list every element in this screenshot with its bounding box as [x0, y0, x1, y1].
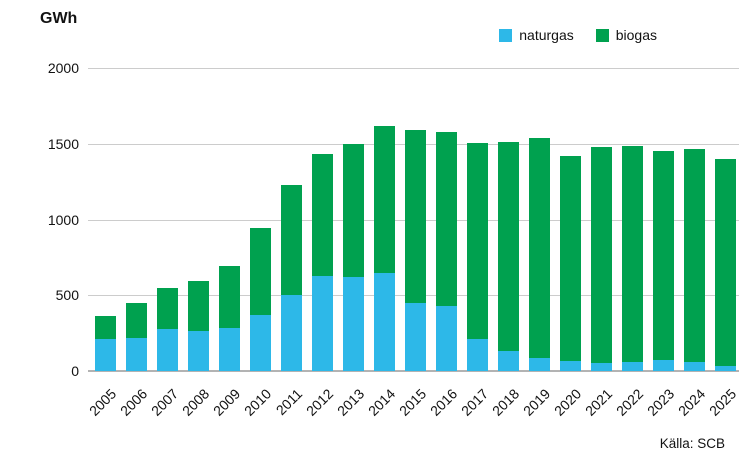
bar-segment-biogas-2024 [684, 149, 705, 362]
bar-segment-biogas-2005 [95, 315, 116, 340]
legend-label: biogas [615, 27, 657, 43]
bar-segment-naturgas-2016 [436, 305, 457, 371]
bar-segment-biogas-2013 [343, 143, 364, 278]
bar-segment-naturgas-2017 [467, 339, 488, 371]
bar-segment-naturgas-2009 [219, 327, 240, 371]
y-axis-tick-label: 1500 [47, 135, 79, 152]
bar-segment-biogas-2019 [529, 137, 550, 359]
bar-segment-naturgas-2013 [343, 277, 364, 371]
bar-segment-biogas-2014 [374, 125, 395, 274]
bar-segment-biogas-2021 [591, 146, 612, 363]
bar-segment-naturgas-2008 [188, 330, 209, 371]
y-axis-unit-label: GWh [40, 10, 78, 27]
bar-segment-biogas-2008 [188, 280, 209, 331]
legend-label: naturgas [519, 27, 574, 43]
bar-segment-naturgas-2011 [281, 294, 302, 371]
y-axis-tick-label: 500 [55, 287, 79, 304]
bar-segment-biogas-2020 [560, 155, 581, 362]
bar-segment-naturgas-2015 [405, 302, 426, 371]
legend-item-naturgas: naturgas [499, 27, 574, 43]
source-label: Källa: SCB [659, 436, 725, 451]
bar-segment-naturgas-2014 [374, 273, 395, 371]
bar-segment-biogas-2009 [219, 265, 240, 328]
bar-segment-biogas-2016 [436, 131, 457, 306]
plot-area [88, 68, 739, 372]
legend-swatch-naturgas [499, 28, 513, 42]
bar-segment-biogas-2007 [157, 287, 178, 330]
bar-segment-naturgas-2024 [684, 361, 705, 371]
bar-segment-naturgas-2010 [250, 314, 271, 371]
bar-segment-naturgas-2020 [560, 361, 581, 371]
gridline [88, 68, 739, 69]
bar-segment-naturgas-2022 [622, 361, 643, 371]
bar-segment-naturgas-2025 [715, 365, 736, 371]
bar-segment-naturgas-2021 [591, 362, 612, 371]
bar-segment-naturgas-2023 [653, 360, 674, 371]
y-axis-tick-label: 2000 [47, 60, 79, 76]
bar-segment-biogas-2012 [312, 153, 333, 277]
bar-segment-naturgas-2007 [157, 329, 178, 371]
bar-segment-naturgas-2005 [95, 339, 116, 371]
y-axis-tick-label: 1000 [47, 211, 79, 228]
bar-segment-biogas-2023 [653, 150, 674, 361]
legend-swatch-biogas [595, 28, 609, 42]
bar-segment-biogas-2006 [126, 302, 147, 338]
bar-segment-naturgas-2019 [529, 358, 550, 371]
bar-segment-naturgas-2018 [498, 351, 519, 371]
legend-item-biogas: biogas [595, 27, 657, 43]
x-axis-baseline [88, 370, 739, 372]
bar-segment-biogas-2015 [405, 130, 426, 303]
bar-segment-biogas-2018 [498, 141, 519, 352]
bar-segment-biogas-2017 [467, 143, 488, 340]
bar-segment-biogas-2022 [622, 146, 643, 362]
bar-segment-biogas-2011 [281, 185, 302, 295]
bar-segment-biogas-2025 [715, 158, 736, 366]
bar-segment-naturgas-2006 [126, 337, 147, 371]
bar-segment-biogas-2010 [250, 227, 271, 315]
legend: naturgas biogas [499, 28, 657, 42]
y-axis-tick-label: 0 [71, 363, 79, 379]
bar-segment-naturgas-2012 [312, 276, 333, 371]
